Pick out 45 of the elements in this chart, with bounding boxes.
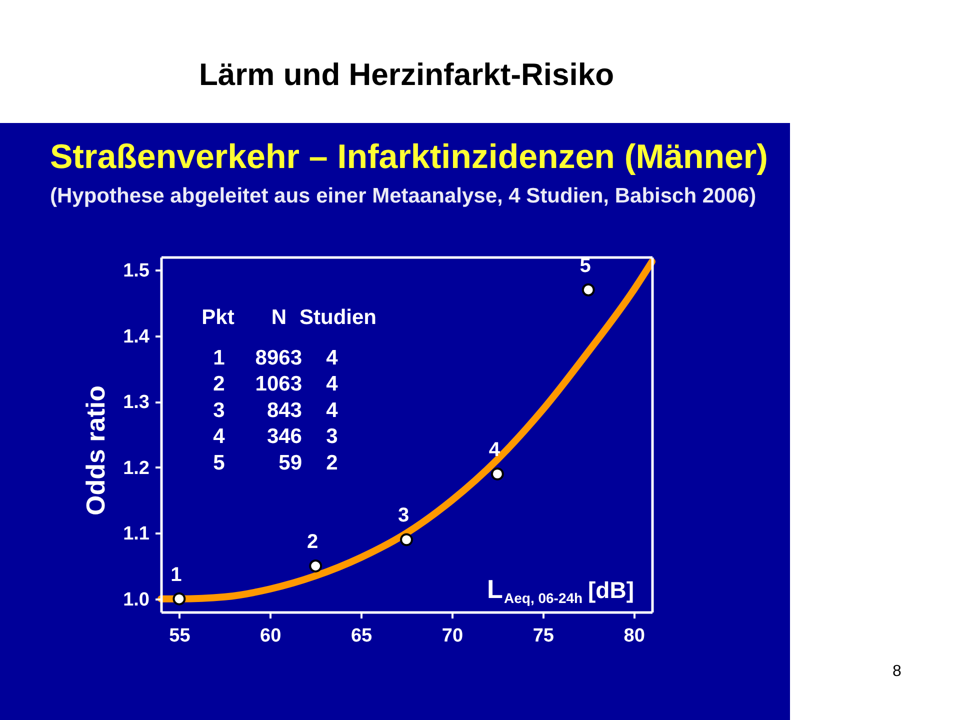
annotation: 346: [266, 425, 302, 448]
text: 8: [892, 663, 902, 680]
x-tick-label: 55: [169, 626, 191, 646]
y-tick-label: 1.0: [123, 589, 150, 610]
annotation: 3: [326, 425, 338, 448]
y-tick-label: 1.1: [123, 524, 150, 545]
point: [309, 560, 322, 572]
annotation: 59: [278, 451, 302, 474]
y-axis-title: Odds ratio: [80, 385, 110, 516]
x-tick-label: 70: [442, 626, 464, 646]
annotation: 2: [307, 530, 318, 553]
annotation: 5: [213, 451, 226, 474]
annotation: 8963: [255, 346, 302, 370]
annotation: 3: [398, 504, 410, 527]
chart-subtitle: Straßenverkehr – Infarktinzidenzen (Männer): [50, 138, 768, 176]
annotation: 1: [170, 564, 182, 586]
x-tick-label: 75: [532, 626, 554, 646]
annotation: N: [271, 306, 287, 329]
annotation: 2: [213, 372, 225, 396]
x-tick-label: 80: [624, 626, 645, 646]
y-tick-label: 1.4: [123, 326, 150, 348]
annotation: 4: [326, 346, 338, 370]
annotation: 843: [266, 398, 302, 422]
point: [172, 592, 186, 606]
annotation: Studien: [300, 306, 376, 329]
annotation: 4: [326, 372, 338, 396]
chart-title: Lärm und Herzinfarkt-Risiko: [198, 57, 614, 92]
annotation: 1: [213, 346, 226, 370]
annotation: 4: [213, 425, 226, 448]
annotation: Pkt: [202, 306, 234, 329]
y-tick-label: 1.5: [123, 260, 150, 282]
y-tick-label: 1.3: [123, 392, 150, 414]
point: [490, 467, 504, 480]
annotation: 4: [488, 438, 501, 461]
annotation: 2: [326, 451, 338, 474]
annotation: 4: [326, 398, 338, 422]
text: (Hypothese abgeleitet aus einer Metaanalyse, 4 Studien, Babisch 2006): [50, 184, 756, 208]
annotation: 3: [213, 398, 225, 422]
annotation: 1063: [255, 372, 302, 396]
annotation: 5: [580, 254, 591, 277]
point: [400, 533, 413, 546]
point: [582, 283, 595, 296]
x-tick-label: 65: [350, 626, 373, 646]
x-tick-label: 60: [260, 626, 282, 646]
y-tick-label: 1.2: [123, 458, 150, 479]
